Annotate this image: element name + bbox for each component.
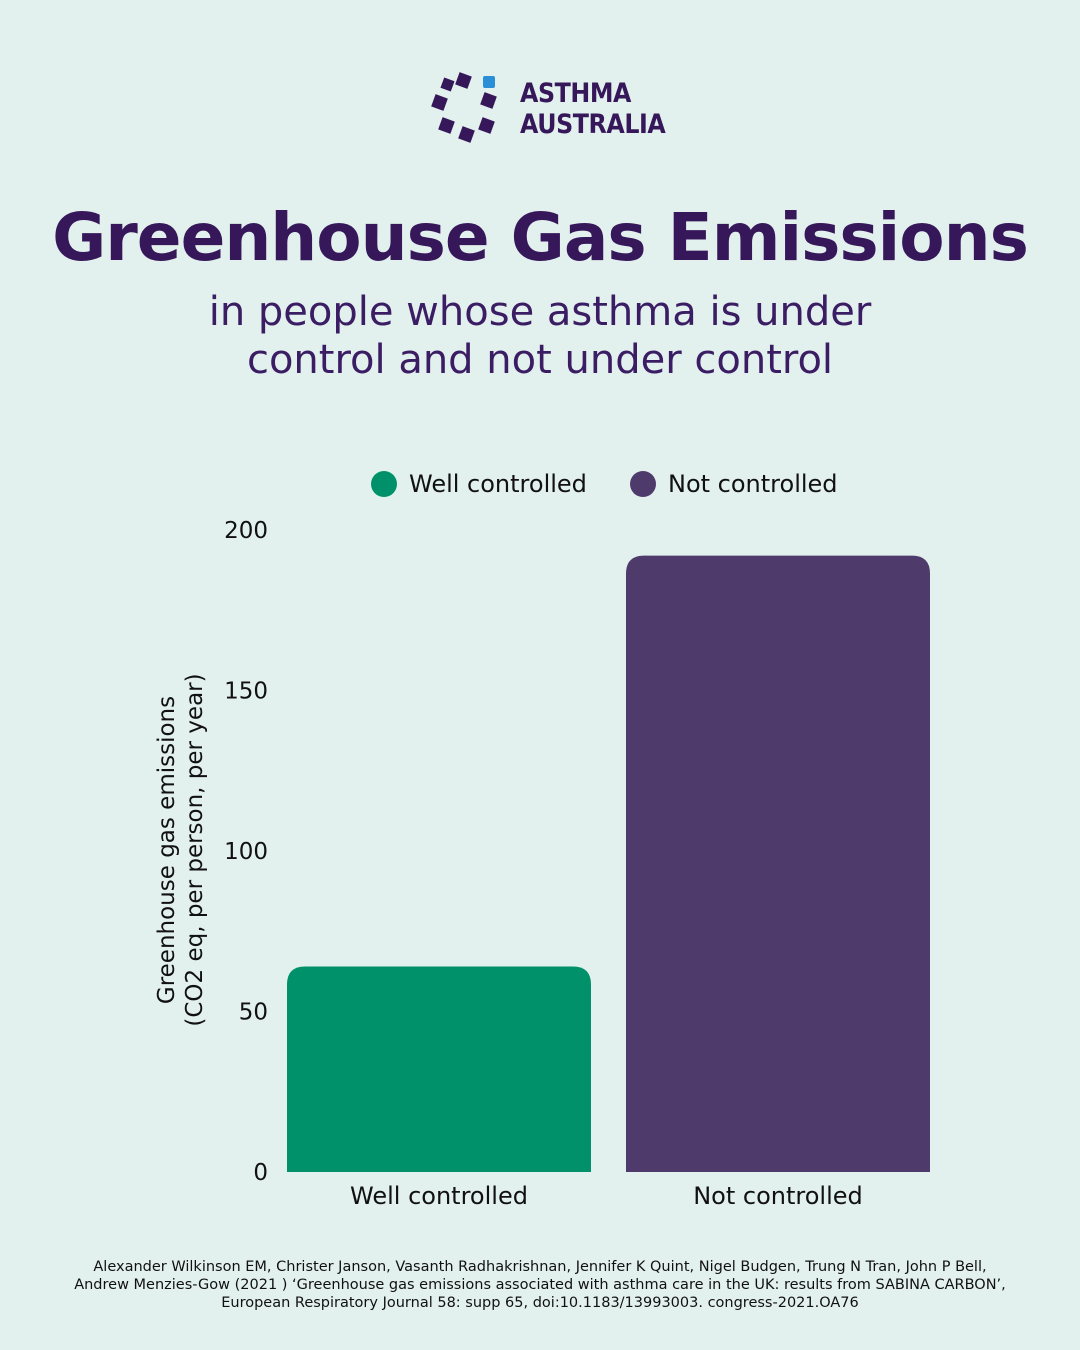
y-tick-label: 0 bbox=[253, 1160, 268, 1186]
brand-logo: ASTHMA AUSTRALIA bbox=[430, 72, 670, 144]
y-tick-label: 200 bbox=[224, 518, 268, 544]
chart-legend: Well controlled Not controlled bbox=[0, 466, 1080, 502]
legend-label: Not controlled bbox=[668, 470, 838, 498]
y-tick-label: 100 bbox=[224, 839, 268, 865]
y-tick-label: 50 bbox=[239, 1000, 268, 1026]
legend-label: Well controlled bbox=[409, 470, 587, 498]
x-tick-label: Well controlled bbox=[350, 1182, 528, 1210]
legend-dot-icon bbox=[630, 471, 656, 497]
legend-item-well-controlled: Well controlled bbox=[371, 466, 587, 502]
asthma-australia-logo-icon bbox=[431, 72, 497, 143]
y-axis-label-line2: (CO2 eq, per person, per year) bbox=[182, 673, 208, 1027]
legend-dot-icon bbox=[371, 471, 397, 497]
bar-well-controlled bbox=[287, 966, 591, 1172]
brand-name: ASTHMA AUSTRALIA bbox=[520, 78, 666, 140]
y-axis-label-line1: Greenhouse gas emissions bbox=[154, 695, 180, 1005]
y-tick-label: 150 bbox=[224, 679, 268, 705]
page-subtitle: in people whose asthma is under control … bbox=[208, 289, 872, 383]
x-tick-label: Not controlled bbox=[693, 1182, 863, 1210]
brand-name-line2: AUSTRALIA bbox=[520, 109, 666, 140]
brand-name-line1: ASTHMA bbox=[520, 78, 631, 109]
y-axis-label: Greenhouse gas emissions (CO2 eq, per pe… bbox=[153, 640, 209, 1060]
page-title: Greenhouse Gas Emissions bbox=[52, 199, 1029, 276]
bar-not-controlled bbox=[626, 555, 930, 1172]
legend-item-not-controlled: Not controlled bbox=[630, 466, 838, 502]
citation-footnote: Alexander Wilkinson EM, Christer Janson,… bbox=[74, 1259, 1006, 1311]
